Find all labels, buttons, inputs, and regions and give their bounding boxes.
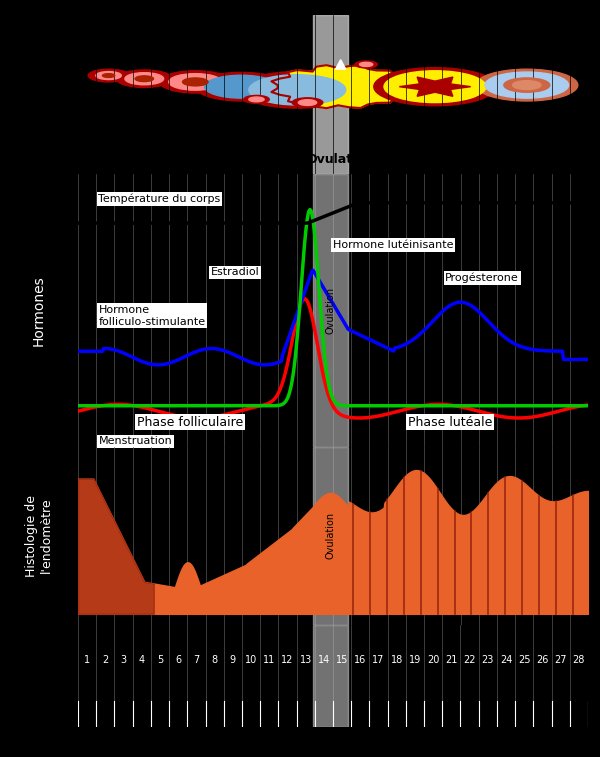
Circle shape [103, 73, 115, 77]
Polygon shape [400, 77, 471, 96]
Circle shape [169, 73, 222, 90]
Text: 5: 5 [157, 656, 163, 665]
Text: 4: 4 [139, 656, 145, 665]
Text: 6: 6 [175, 656, 181, 665]
Circle shape [239, 72, 356, 108]
Text: 23: 23 [482, 656, 494, 665]
Text: 20: 20 [427, 656, 439, 665]
Text: 10: 10 [245, 656, 257, 665]
Text: 15: 15 [336, 656, 348, 665]
Bar [313, 625, 348, 727]
Circle shape [292, 98, 323, 107]
Polygon shape [271, 65, 409, 108]
Text: 18: 18 [391, 656, 403, 665]
Text: 2: 2 [102, 656, 109, 665]
Text: Température du corps: Température du corps [98, 193, 221, 204]
Circle shape [205, 75, 278, 98]
Bar [313, 174, 348, 447]
Text: Menstruation: Menstruation [98, 436, 172, 446]
Text: 26: 26 [536, 656, 548, 665]
Text: Phase folliculaire: Phase folliculaire [137, 416, 244, 428]
Circle shape [298, 100, 317, 105]
Bar [313, 15, 348, 174]
Text: 14: 14 [318, 656, 330, 665]
Circle shape [485, 72, 569, 98]
Circle shape [96, 72, 121, 79]
Text: Hormone
folliculo-stimulante: Hormone folliculo-stimulante [98, 305, 206, 326]
Text: 3: 3 [121, 656, 127, 665]
Text: Histologie
de l'ovaire: Histologie de l'ovaire [25, 62, 53, 127]
Text: 21: 21 [445, 656, 458, 665]
Text: 12: 12 [281, 656, 293, 665]
Circle shape [374, 67, 496, 106]
Text: 1: 1 [84, 656, 90, 665]
Text: 9: 9 [230, 656, 236, 665]
Circle shape [135, 76, 154, 82]
Circle shape [504, 78, 550, 92]
Text: Corps
jaune: Corps jaune [419, 145, 451, 167]
Polygon shape [335, 60, 346, 69]
Circle shape [249, 75, 346, 105]
Text: Ovulation: Ovulation [325, 287, 335, 334]
Text: 8: 8 [212, 656, 218, 665]
Bar [313, 447, 348, 625]
Text: 7: 7 [193, 656, 200, 665]
Text: 22: 22 [463, 656, 476, 665]
Circle shape [512, 81, 541, 89]
Text: Ovulation: Ovulation [325, 512, 335, 559]
Text: 28: 28 [573, 656, 585, 665]
Circle shape [384, 70, 486, 103]
Text: Estradiol: Estradiol [211, 267, 259, 277]
Text: 27: 27 [554, 656, 567, 665]
Text: Phase lutéale: Phase lutéale [408, 416, 493, 428]
Text: Progésterone: Progésterone [445, 273, 519, 283]
Text: 19: 19 [409, 656, 421, 665]
Text: 16: 16 [354, 656, 367, 665]
Circle shape [125, 73, 164, 85]
Text: Hormone lutéinisante: Hormone lutéinisante [333, 240, 454, 250]
Circle shape [116, 70, 172, 88]
Text: 25: 25 [518, 656, 530, 665]
Circle shape [244, 95, 269, 104]
Text: 24: 24 [500, 656, 512, 665]
Circle shape [359, 62, 373, 67]
Circle shape [196, 73, 287, 101]
Text: Ovulation: Ovulation [307, 153, 374, 167]
Text: C.jaune
dégénéré: C.jaune dégénéré [500, 144, 553, 167]
Text: 17: 17 [373, 656, 385, 665]
Text: 11: 11 [263, 656, 275, 665]
Text: Follicule: Follicule [91, 151, 136, 161]
Text: 13: 13 [299, 656, 312, 665]
Text: Hormones: Hormones [32, 275, 46, 346]
Circle shape [88, 69, 129, 82]
Circle shape [355, 61, 377, 68]
Circle shape [249, 97, 264, 101]
Text: Histologie de
l'endomètre: Histologie de l'endomètre [25, 494, 53, 577]
Circle shape [182, 78, 208, 86]
Text: Follicule en
maturation: Follicule en maturation [176, 145, 239, 167]
Circle shape [160, 71, 231, 93]
Circle shape [476, 69, 578, 101]
